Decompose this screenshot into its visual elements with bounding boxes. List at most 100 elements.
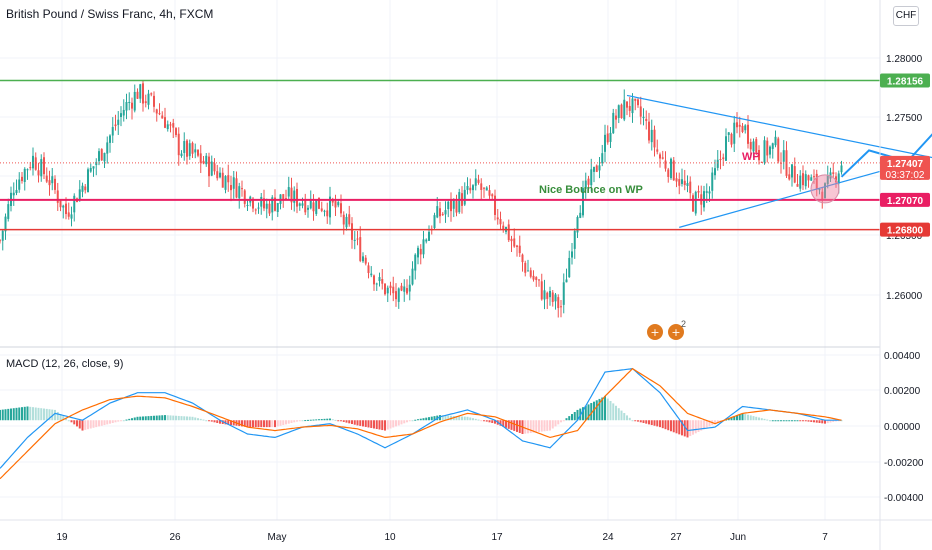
candle-body <box>296 188 298 207</box>
macd-histogram-bar <box>692 420 694 435</box>
candle-body <box>230 185 232 191</box>
chart-title: British Pound / Swiss Franc, 4h, FXCM <box>6 7 214 21</box>
macd-histogram-bar <box>65 418 67 421</box>
event-badges[interactable]: + + 2 <box>647 319 686 340</box>
macd-histogram-bar <box>483 420 485 422</box>
candle-body <box>131 102 133 109</box>
candle-body <box>494 195 496 215</box>
candle-body <box>601 153 604 164</box>
macd-histogram-bar <box>254 420 257 428</box>
event-badge-1[interactable] <box>647 324 663 340</box>
candle-body <box>59 200 62 208</box>
candle-body <box>711 172 714 191</box>
macd-histogram-bar <box>472 418 474 421</box>
candle-body <box>549 291 551 298</box>
macd-histogram-bar <box>461 416 463 421</box>
macd-histogram-bar <box>331 419 334 421</box>
macd-histogram-bar <box>634 420 637 422</box>
candle-body <box>697 190 700 193</box>
candle-body <box>573 230 576 249</box>
candle-body <box>584 180 587 189</box>
macd-histogram-bar <box>232 420 235 426</box>
macd-tick-label: -0.00200 <box>884 458 924 469</box>
candle-body <box>516 245 518 247</box>
macd-histogram-bar <box>543 420 546 432</box>
candle-body <box>788 174 791 180</box>
macd-histogram-bar <box>818 420 821 423</box>
macd-histogram-bar <box>213 420 216 423</box>
candle-body <box>755 139 758 153</box>
candle-body <box>153 95 155 107</box>
candle-body <box>678 179 681 186</box>
candle-body <box>367 265 370 274</box>
drawings <box>626 94 932 228</box>
macd-histogram-bar <box>169 415 172 421</box>
candle-body <box>433 215 436 229</box>
plus-icon-2: + <box>671 326 680 339</box>
macd-histogram-bar <box>411 420 414 422</box>
macd-histogram-bar <box>804 420 807 422</box>
candle-body <box>307 207 309 210</box>
macd-histogram-bar <box>301 420 304 422</box>
macd-histogram-bar <box>158 415 161 421</box>
macd-histogram-bar <box>604 396 606 421</box>
macd-histogram-bar <box>590 403 593 421</box>
candle-body <box>480 183 483 190</box>
macd-histogram-bar <box>477 419 480 421</box>
macd-histogram-bar <box>700 420 703 431</box>
candle-body <box>205 155 208 165</box>
currency-badge[interactable]: CHF <box>893 6 919 26</box>
candle-body <box>664 160 667 169</box>
macd-histogram-bar <box>356 420 359 426</box>
macd-histogram-bar <box>535 420 538 433</box>
macd-histogram-bar <box>15 407 18 421</box>
macd-histogram-bar <box>615 405 617 421</box>
macd-histogram-bar <box>433 416 436 421</box>
price-tick-label: 1.27500 <box>886 113 923 124</box>
candle-body <box>370 273 373 276</box>
macd-histogram-bar <box>348 420 351 424</box>
candle-body <box>70 214 73 219</box>
candle-body <box>216 171 219 179</box>
event-badge-2[interactable] <box>668 324 684 340</box>
macd-histogram-bar <box>117 420 120 422</box>
macd-histogram-bar <box>430 416 433 421</box>
candle-body <box>147 93 150 105</box>
macd-histogram-bar <box>463 416 466 421</box>
candle-body <box>741 125 744 132</box>
macd-histogram-bar <box>249 420 252 428</box>
macd-histogram-bar <box>122 420 125 422</box>
candle-body <box>791 164 793 178</box>
macd-histogram-bar <box>89 420 92 429</box>
candle-body <box>527 270 529 272</box>
candle-body <box>766 140 769 156</box>
macd-histogram-bar <box>260 420 263 428</box>
candle-body <box>612 112 615 134</box>
candle-body <box>488 190 491 196</box>
macd-histogram-bar <box>565 418 568 421</box>
candle-body <box>458 192 461 213</box>
candle-body <box>626 101 628 108</box>
candle-body <box>683 180 686 186</box>
macd-histogram-bar <box>362 420 364 427</box>
macd-histogram-bar <box>216 420 219 423</box>
macd-histogram-bar <box>304 420 307 422</box>
candle-body <box>109 135 111 143</box>
candle-body <box>389 285 392 289</box>
candle-body <box>656 149 659 152</box>
macd-histogram-bar <box>769 420 771 422</box>
macd-histogram-bar <box>716 420 719 423</box>
macd-histogram-bar <box>681 420 683 436</box>
macd-histogram-bar <box>491 420 494 423</box>
candle-body <box>194 149 197 153</box>
candle-body <box>320 208 323 211</box>
macd-histogram-bar <box>505 420 507 428</box>
candle-body <box>23 168 26 183</box>
macd-histogram-bar <box>417 419 419 421</box>
candle-body <box>510 238 513 242</box>
price-level-badge-label: 1.28156 <box>887 77 924 88</box>
candle-body <box>727 132 730 135</box>
wp-label: WP <box>742 151 760 163</box>
candle-body <box>799 175 802 189</box>
